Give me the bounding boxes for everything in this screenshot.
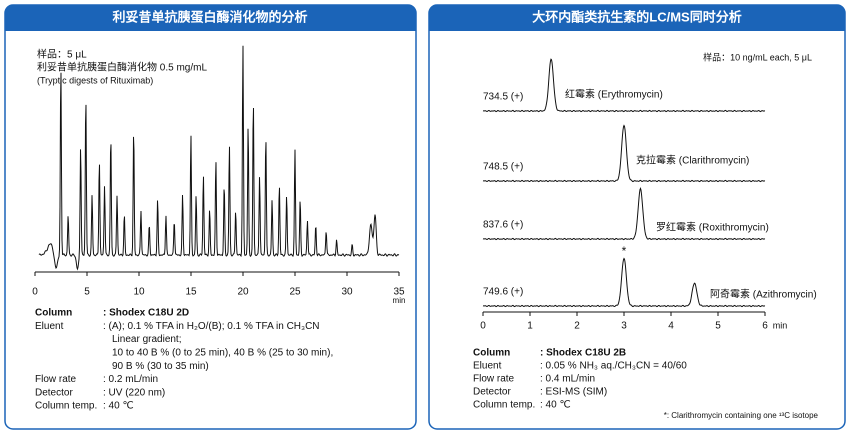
compound-label: 红霉素 (Erythromycin) — [565, 88, 663, 101]
right-title: 大环内酯类抗生素的LC/MS同时分析 — [532, 9, 741, 24]
x-unit: min — [393, 296, 406, 305]
ion-trace — [482, 257, 766, 308]
spec-value: : 0.2 mL/min — [103, 374, 158, 385]
left-header — [5, 5, 416, 31]
x-tick-label: 25 — [289, 287, 301, 298]
compound-label: 罗红霉素 (Roxithromycin) — [656, 221, 769, 234]
spec-label: Eluent — [35, 321, 64, 332]
spec-label: Column temp. — [35, 401, 97, 412]
x-tick-label: 6 — [762, 321, 768, 332]
x-tick-label: 30 — [341, 287, 353, 298]
x-tick-label: 10 — [133, 287, 145, 298]
sample-note: (Tryptic digests of Rituximab) — [37, 75, 153, 85]
x-tick-label: 1 — [527, 321, 533, 332]
ion-trace — [482, 58, 766, 113]
spec-label: Eluent — [473, 361, 502, 372]
spec-label: Column temp. — [473, 400, 535, 411]
spec-label: Detector — [473, 387, 511, 398]
spec-value: : 0.4 mL/min — [540, 374, 595, 385]
spec-value: 90 B % (30 to 35 min) — [112, 361, 209, 372]
x-tick-label: 0 — [32, 287, 38, 298]
spec-label: Flow rate — [473, 374, 515, 385]
spec-value: : UV (220 nm) — [103, 387, 165, 398]
x-tick-label: 4 — [668, 321, 674, 332]
spec-value: : ESI-MS (SIM) — [540, 387, 607, 398]
x-tick-label: 5 — [715, 321, 721, 332]
spec-label: Column — [473, 348, 510, 359]
spec-value: : 0.05 % NH₃ aq./CH₃CN = 40/60 — [540, 361, 687, 372]
sample-note: 样品：5 μL — [37, 48, 87, 61]
spec-value: : 40 ℃ — [540, 400, 571, 411]
spec-value: : (A); 0.1 % TFA in H₂O/(B); 0.1 % TFA i… — [103, 321, 320, 332]
mz-label: 749.6 (+) — [483, 287, 523, 298]
right-header — [429, 5, 845, 31]
ion-trace — [482, 124, 766, 183]
isotope-mark: * — [622, 244, 627, 258]
spec-value: Linear gradient; — [112, 334, 182, 345]
sample-note: 样品：10 ng/mL each, 5 μL — [703, 51, 812, 62]
spec-value: : Shodex C18U 2D — [103, 308, 189, 319]
left-title: 利妥昔单抗胰蛋白酶消化物的分析 — [112, 9, 307, 24]
x-tick-label: 3 — [621, 321, 627, 332]
x-tick-label: 20 — [237, 287, 249, 298]
x-unit: min — [773, 320, 788, 330]
footnote: *: Clarithromycin containing one ¹³C iso… — [664, 411, 819, 420]
x-tick-label: 0 — [480, 321, 486, 332]
spec-label: Detector — [35, 387, 73, 398]
x-tick-label: 5 — [84, 287, 90, 298]
compound-label: 克拉霉素 (Clarithromycin) — [636, 154, 749, 167]
spec-value: 10 to 40 B % (0 to 25 min), 40 B % (25 t… — [112, 348, 333, 359]
mz-label: 734.5 (+) — [483, 92, 523, 103]
x-tick-label: 35 — [393, 287, 405, 298]
mz-label: 748.5 (+) — [483, 162, 523, 173]
ion-trace — [482, 186, 766, 241]
spec-label: Flow rate — [35, 374, 77, 385]
sample-note: 利妥昔单抗胰蛋白酶消化物 0.5 mg/mL — [37, 61, 207, 74]
mz-label: 837.6 (+) — [483, 220, 523, 231]
chromatogram — [38, 45, 400, 271]
spec-label: Column — [35, 308, 72, 319]
x-tick-label: 15 — [185, 287, 197, 298]
x-tick-label: 2 — [574, 321, 580, 332]
compound-label: 阿奇霉素 (Azithromycin) — [710, 288, 817, 301]
spec-value: : Shodex C18U 2B — [540, 348, 626, 359]
spec-value: : 40 ℃ — [103, 401, 134, 412]
